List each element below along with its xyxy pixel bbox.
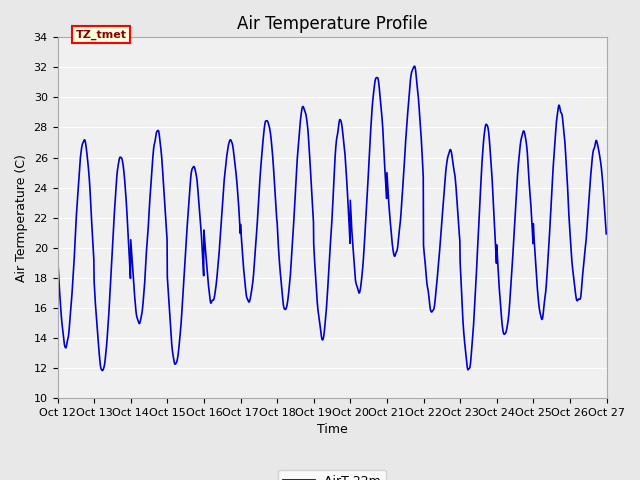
X-axis label: Time: Time	[317, 423, 348, 436]
Text: TZ_tmet: TZ_tmet	[76, 29, 127, 39]
Legend: AirT 22m: AirT 22m	[278, 469, 386, 480]
Y-axis label: Air Termperature (C): Air Termperature (C)	[15, 154, 28, 282]
Title: Air Temperature Profile: Air Temperature Profile	[237, 15, 428, 33]
